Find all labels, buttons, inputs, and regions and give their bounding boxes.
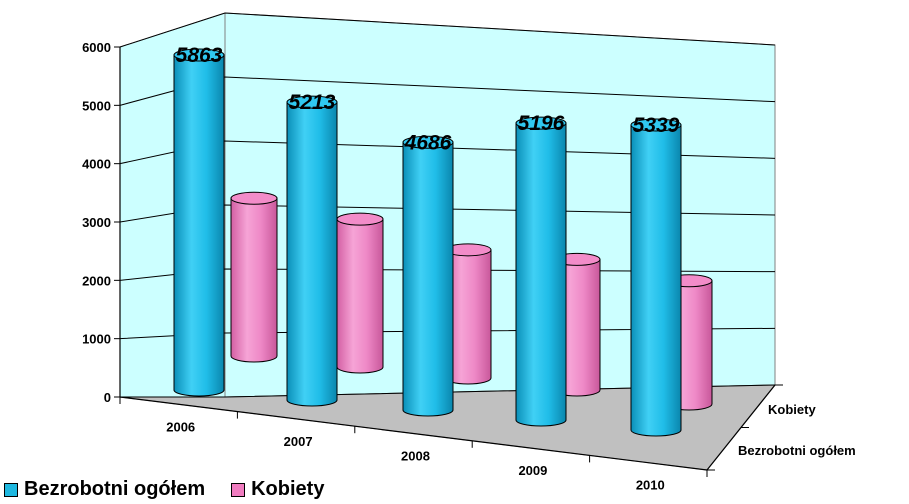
- y-tick-label: 2000: [82, 273, 111, 288]
- depth-axis-label: Bezrobotni ogółem: [738, 443, 856, 458]
- y-tick-label: 5000: [82, 98, 111, 113]
- bar-bezrobotni-2006: [173, 48, 225, 397]
- bar-bezrobotni-2009: [515, 116, 567, 427]
- bar-top: [230, 191, 278, 205]
- bar-kobiety-2008: [444, 243, 492, 385]
- legend-swatch-series-1: [4, 482, 18, 497]
- bar-kobiety-2007: [336, 212, 384, 374]
- bar-body: [230, 197, 278, 363]
- gridline: [119, 204, 776, 223]
- data-label: 4686: [404, 131, 452, 154]
- x-tick-label: 2007: [284, 434, 313, 449]
- y-tick-label: 3000: [82, 215, 111, 230]
- bar-top: [336, 212, 384, 226]
- bar-body: [336, 218, 384, 374]
- y-tick-label: 0: [104, 390, 111, 405]
- bar-body: [173, 54, 225, 397]
- depth-axis-labels: Kobiety Bezrobotni ogółem: [738, 402, 856, 458]
- gridline: [119, 12, 776, 48]
- legend-label-series-2: Kobiety: [251, 478, 325, 500]
- axes: [114, 46, 783, 477]
- legend-item-series-2: Kobiety: [231, 478, 324, 501]
- y-tick-label: 1000: [82, 332, 111, 347]
- bar-body: [402, 141, 454, 417]
- x-tick-label: 2006: [166, 419, 195, 434]
- data-label: 5339: [633, 114, 680, 137]
- bar-body: [630, 124, 682, 437]
- bar-top: [402, 135, 454, 149]
- bar-top: [515, 116, 567, 130]
- bar-bezrobotni-2008: [402, 135, 454, 417]
- bar-kobiety-2006: [230, 191, 278, 363]
- x-tick-label: 2009: [518, 463, 547, 478]
- x-tick-label: 2010: [636, 478, 665, 493]
- bar-top: [173, 48, 225, 62]
- y-tick-labels: 0 1000 2000 3000 4000 5000 6000: [82, 40, 111, 405]
- data-labels: 5863 5213 4686 5196 5339: [176, 44, 680, 154]
- legend: Bezrobotni ogółem Kobiety: [4, 478, 350, 501]
- data-label: 5863: [176, 44, 223, 67]
- bar-body: [286, 101, 338, 407]
- gridline: [119, 140, 776, 165]
- x-tick-label: 2008: [401, 449, 430, 464]
- x-axis-line: [119, 396, 708, 471]
- bar-bezrobotni-2007: [286, 95, 338, 407]
- x-tick-labels: 2006 2007 2008 2009 2010: [166, 419, 665, 492]
- depth-axis-label: Kobiety: [768, 402, 816, 417]
- bar-top: [286, 95, 338, 109]
- bars: [173, 48, 713, 437]
- legend-label-series-1: Bezrobotni ogółem: [24, 478, 206, 500]
- y-tick-label: 4000: [82, 157, 111, 172]
- data-label: 5213: [289, 91, 336, 114]
- data-label: 5196: [518, 112, 565, 135]
- gridline: [119, 76, 776, 106]
- legend-item-series-1: Bezrobotni ogółem: [4, 478, 205, 501]
- bar-bezrobotni-2010: [630, 118, 682, 437]
- y-tick-label: 6000: [82, 40, 111, 55]
- bar-body: [515, 122, 567, 427]
- legend-swatch-series-2: [231, 482, 246, 497]
- bar-top: [630, 118, 682, 132]
